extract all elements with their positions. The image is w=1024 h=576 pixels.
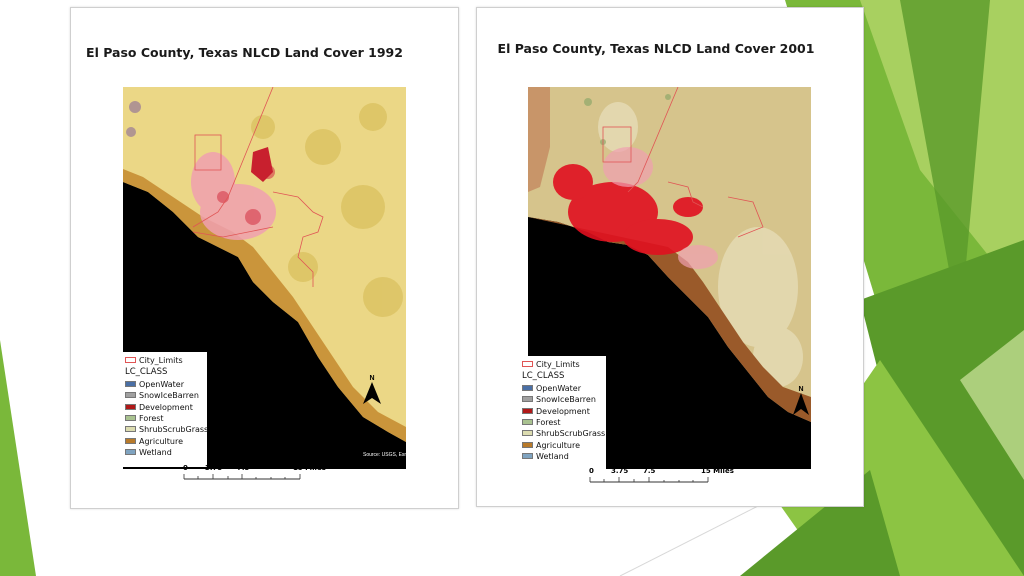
map-card-2001: El Paso County, Texas NLCD Land Cover 20… bbox=[476, 7, 864, 507]
scale-bar: 0 3.75 7.5 15 Miles bbox=[183, 464, 326, 480]
legend-item: Development bbox=[125, 402, 193, 412]
legend-boundary: City_Limits bbox=[522, 359, 580, 369]
north-arrow-icon: N bbox=[363, 375, 381, 409]
legend-item: Forest bbox=[125, 413, 164, 423]
map-card-1992: El Paso County, Texas NLCD Land Cover 19… bbox=[70, 7, 459, 509]
map-title: El Paso County, Texas NLCD Land Cover 20… bbox=[497, 41, 815, 56]
map-legend: City_Limits LC_CLASS OpenWater SnowIceBa… bbox=[123, 352, 208, 467]
legend-item: Wetland bbox=[125, 447, 172, 457]
legend-item: SnowIceBarren bbox=[125, 390, 199, 400]
legend-item: Wetland bbox=[522, 451, 569, 461]
legend-item: ShrubScrubGrass bbox=[522, 428, 605, 438]
legend-boundary: City_Limits bbox=[125, 355, 183, 365]
legend-item: ShrubScrubGrass bbox=[125, 424, 208, 434]
legend-heading: LC_CLASS bbox=[125, 367, 168, 377]
map-title: El Paso County, Texas NLCD Land Cover 19… bbox=[86, 45, 403, 60]
legend-heading: LC_CLASS bbox=[522, 371, 565, 381]
legend-item: Agriculture bbox=[522, 440, 580, 450]
scale-bar: 0 3.75 7.5 15 Miles bbox=[589, 467, 734, 483]
land-cover-map bbox=[123, 87, 406, 469]
legend-item: Development bbox=[522, 406, 590, 416]
source-credit: Source: USGS, Esri bbox=[363, 452, 408, 458]
legend-item: SnowIceBarren bbox=[522, 394, 596, 404]
north-arrow-icon: N bbox=[793, 386, 809, 420]
legend-item: OpenWater bbox=[522, 383, 581, 393]
legend-item: Forest bbox=[522, 417, 561, 427]
map-legend: City_Limits LC_CLASS OpenWater SnowIceBa… bbox=[520, 356, 606, 469]
legend-item: OpenWater bbox=[125, 379, 184, 389]
legend-item: Agriculture bbox=[125, 436, 183, 446]
